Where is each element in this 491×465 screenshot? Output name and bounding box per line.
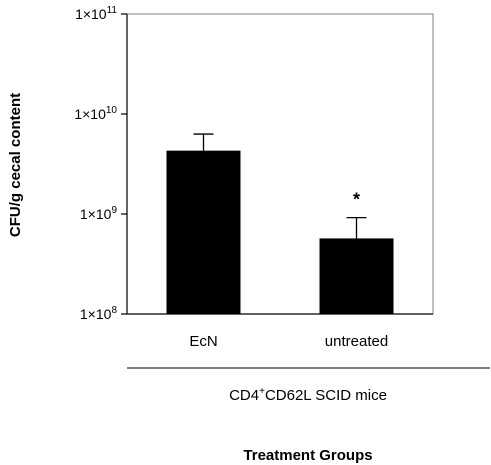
x-tick-label: untreated <box>325 333 388 350</box>
y-tick-base: 1×10 <box>74 106 106 122</box>
y-tick-label: 1×1010 <box>74 105 117 122</box>
group-label: CD4+CD62L SCID mice <box>229 386 387 404</box>
group-label-sup: + <box>259 386 265 397</box>
bar-untreated <box>319 238 394 314</box>
y-tick-label: 1×1011 <box>75 5 117 22</box>
y-tick-exponent: 11 <box>107 5 118 16</box>
x-axis-label: Treatment Groups <box>243 447 372 464</box>
y-tick-exponent: 8 <box>111 305 117 316</box>
y-tick-base: 1×10 <box>75 6 107 22</box>
y-tick-label: 1×108 <box>80 305 118 322</box>
y-tick-base: 1×10 <box>80 306 112 322</box>
x-tick-labels: EcN untreated <box>189 333 388 350</box>
group-label-main: CD4 <box>229 387 259 404</box>
group-label-rest: CD62L SCID mice <box>265 387 387 404</box>
y-tick-label: 1×109 <box>80 205 118 222</box>
y-tick-exponent: 9 <box>111 205 117 216</box>
bar-ecn <box>166 150 241 314</box>
bars: * <box>166 133 394 314</box>
y-tick-base: 1×10 <box>80 206 112 222</box>
significance-asterisk: * <box>353 190 360 210</box>
y-axis-label: CFU/g cecal content <box>7 93 24 237</box>
y-tick-exponent: 10 <box>106 105 118 116</box>
x-tick-label: EcN <box>189 333 217 350</box>
